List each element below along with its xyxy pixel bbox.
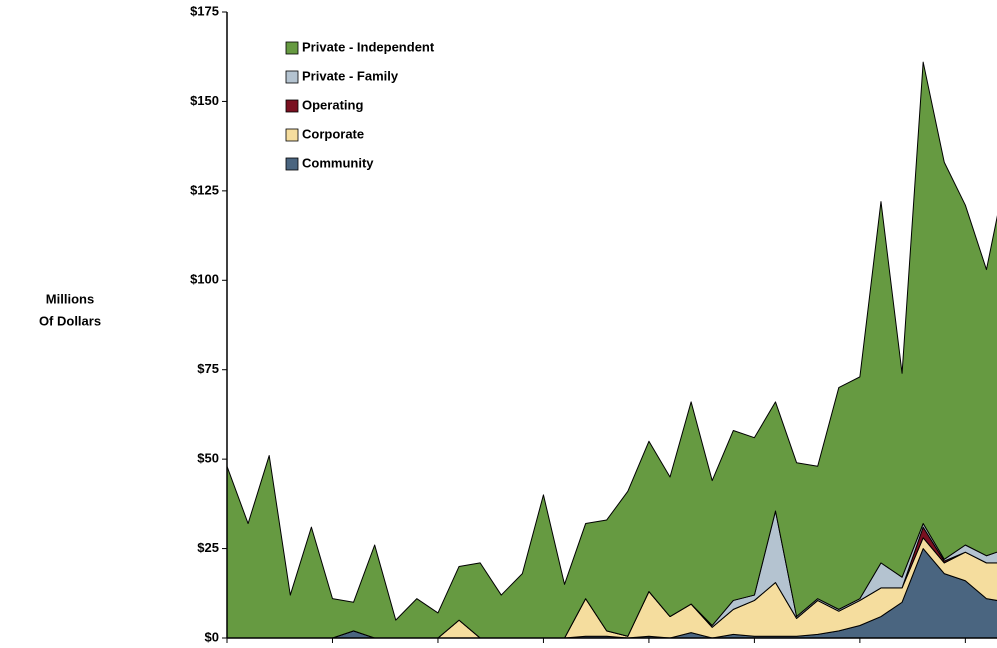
legend-swatch: [285, 70, 299, 84]
y-tick-label: $75: [197, 361, 219, 376]
y-tick-label: $25: [197, 540, 219, 555]
legend-label: Corporate: [302, 126, 364, 141]
y-tick-label: $50: [197, 451, 219, 466]
legend-label: Community: [302, 155, 374, 170]
legend-swatch: [285, 128, 299, 142]
y-axis-label: Of Dollars: [39, 313, 101, 328]
y-tick-label: $175: [190, 3, 219, 18]
legend-label: Private - Family: [302, 68, 399, 83]
y-tick-label: $100: [190, 272, 219, 287]
plot-areas: [227, 61, 997, 639]
legend-label: Operating: [302, 97, 363, 112]
legend-label: Private - Independent: [302, 39, 435, 54]
legend-swatch: [285, 41, 299, 55]
area: [227, 61, 997, 639]
legend-swatch: [285, 99, 299, 113]
y-tick-label: $125: [190, 182, 219, 197]
y-tick-label: $0: [205, 629, 219, 644]
legend-swatch: [285, 157, 299, 171]
y-axis-label: Millions: [46, 291, 94, 306]
y-tick-label: $150: [190, 93, 219, 108]
